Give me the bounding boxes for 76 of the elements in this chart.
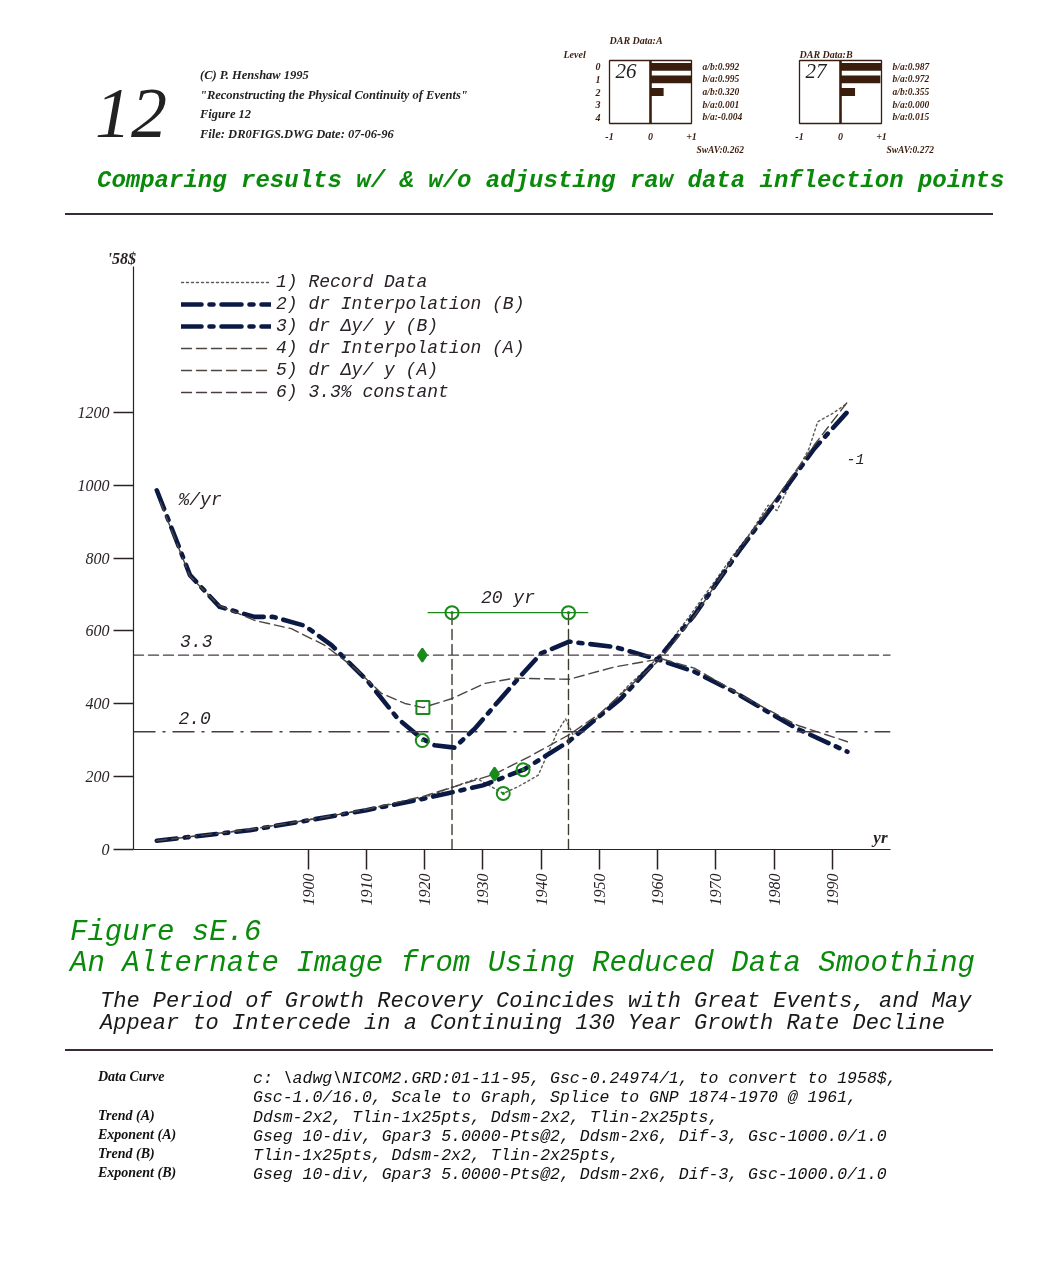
data-label: b/a:0.987 bbox=[892, 61, 931, 72]
x-tick-label: 1970 bbox=[707, 873, 725, 906]
y2-axis-title: %/yr bbox=[177, 489, 222, 510]
text: SwAV:0.272 bbox=[886, 144, 935, 155]
x-tick-label: 1980 bbox=[765, 873, 783, 906]
x-tick-label: 1950 bbox=[590, 873, 608, 906]
annotation: -1 bbox=[846, 451, 865, 469]
y-axis-title: Level bbox=[562, 49, 586, 60]
text: SwAV:0.262 bbox=[696, 144, 745, 155]
point bbox=[495, 785, 511, 801]
data-label: b/a:-0.004 bbox=[702, 112, 743, 123]
y-tick-label: 400 bbox=[85, 695, 110, 713]
x-tick-label: 1940 bbox=[532, 873, 550, 906]
x-tick-label: 1910 bbox=[357, 873, 375, 906]
y-tick-label: 0 bbox=[101, 841, 110, 858]
y-tick-label: 1000 bbox=[77, 476, 110, 494]
text: (C) P. Henshaw 1995 bbox=[200, 67, 310, 84]
legend-label: 1) Record Data bbox=[276, 272, 428, 292]
legend-label: 5) dr Δy/ y (A) bbox=[276, 360, 439, 380]
y-axis-title: '58$ bbox=[107, 249, 136, 267]
ref-line-label: 2.0 bbox=[178, 708, 212, 729]
text: Gsc-1.0/16.0, Scale to Graph, Splice to GNP 1874-1970 @ 1961, bbox=[253, 1088, 857, 1108]
annotation: 26 bbox=[615, 58, 637, 83]
text: Exponent (A) Gseg 10-div, Gpar3 5.0000-Pts@2, Ddsm-2x6, Dif-3, Gsc-1000.0/1.0 bbox=[98, 1126, 887, 1146]
x-tick-label: -1 bbox=[605, 130, 614, 142]
x-tick-label: 0 bbox=[648, 130, 653, 142]
x-tick-label: -1 bbox=[795, 130, 804, 142]
legend-label: 4) dr Interpolation (A) bbox=[276, 338, 525, 358]
caption: Figure 12 bbox=[200, 106, 253, 123]
text: Figure sE.6 An Alternate Image from Using Reduced Data Smoothing bbox=[67, 916, 976, 980]
y-tick-label: 600 bbox=[85, 622, 110, 640]
data-label: b/a:0.995 bbox=[702, 74, 740, 85]
text: Data Curve c: \adwg\NICOM2.GRD:01-11-95, Gsc-0.24974/1, to convert to 1958$, bbox=[98, 1069, 897, 1088]
text: "Reconstructing the Physical Continuity of Events" bbox=[200, 86, 468, 104]
y-tick-label: 800 bbox=[85, 549, 110, 567]
x-tick-label: 1960 bbox=[649, 873, 667, 906]
x-tick-label: +1 bbox=[686, 130, 697, 142]
legend-label: 6) 3.3% constant bbox=[276, 382, 449, 402]
point bbox=[444, 605, 460, 621]
text: File: DR0FIGS.DWG Date: 07-06-96 bbox=[200, 125, 395, 143]
data-label: b/a:0.972 bbox=[892, 74, 930, 85]
y-tick-label: 1 bbox=[595, 73, 601, 85]
data-label: a/b:0.992 bbox=[702, 61, 740, 72]
y-tick-label: 0 bbox=[595, 61, 601, 73]
point bbox=[515, 762, 531, 778]
x-tick-label: 0 bbox=[838, 130, 843, 142]
x-tick-label: 1990 bbox=[823, 873, 841, 906]
annotation: 20 yr bbox=[480, 587, 536, 608]
y-tick-label: 4 bbox=[594, 111, 601, 123]
chart-title: Comparing results w/ & w/o adjusting raw data inflection points bbox=[96, 166, 1005, 194]
y-tick-label: 1200 bbox=[77, 403, 110, 421]
y-tick-label: 2 bbox=[594, 86, 601, 98]
data-label: a/b:0.355 bbox=[892, 87, 930, 97]
text: Trend (B) Tlin-1x25pts, Ddsm-2x2, Tlin-2x25pts, bbox=[98, 1146, 620, 1166]
data-label: b/a:0.015 bbox=[892, 112, 930, 123]
x-tick-label: 1920 bbox=[416, 873, 434, 906]
text: Exponent (B) Gseg 10-div, Gpar3 5.0000-Pts@2, Ddsm-2x6, Dif-3, Gsc-1000.0/1.0 bbox=[98, 1165, 887, 1185]
data-label: 3.3 bbox=[180, 632, 213, 653]
y-tick-label: 200 bbox=[85, 768, 110, 786]
chart-title: DAR Data:A bbox=[608, 34, 663, 46]
point bbox=[560, 605, 576, 621]
data-label: b/a:0.001 bbox=[702, 99, 740, 110]
legend-label: 2) dr Interpolation (B) bbox=[276, 294, 525, 314]
chart-title: DAR Data:B bbox=[798, 48, 853, 60]
x-axis-title: yr bbox=[871, 828, 888, 847]
y-tick-label: 3 bbox=[594, 99, 601, 111]
x-tick-label: 1930 bbox=[474, 873, 492, 906]
text: The Period of Growth Recovery Coincides with Great Events, and May Appear to Intercede in a Continuing 130 Year Growth Rate Decline bbox=[65, 989, 993, 1051]
text: 12 bbox=[95, 73, 168, 153]
x-tick-label: +1 bbox=[876, 130, 887, 142]
legend-label: 3) dr Δy/ y (B) bbox=[276, 316, 439, 336]
data-label: b/a:0.000 bbox=[892, 99, 930, 110]
text: Trend (A) Ddsm-2x2, Tlin-1x25pts, Ddsm-2x2, Tlin-2x25pts, bbox=[98, 1107, 719, 1127]
annotation: 27 bbox=[805, 58, 828, 83]
x-tick-label: 1900 bbox=[299, 873, 317, 906]
data-label: a/b:0.320 bbox=[702, 87, 740, 97]
